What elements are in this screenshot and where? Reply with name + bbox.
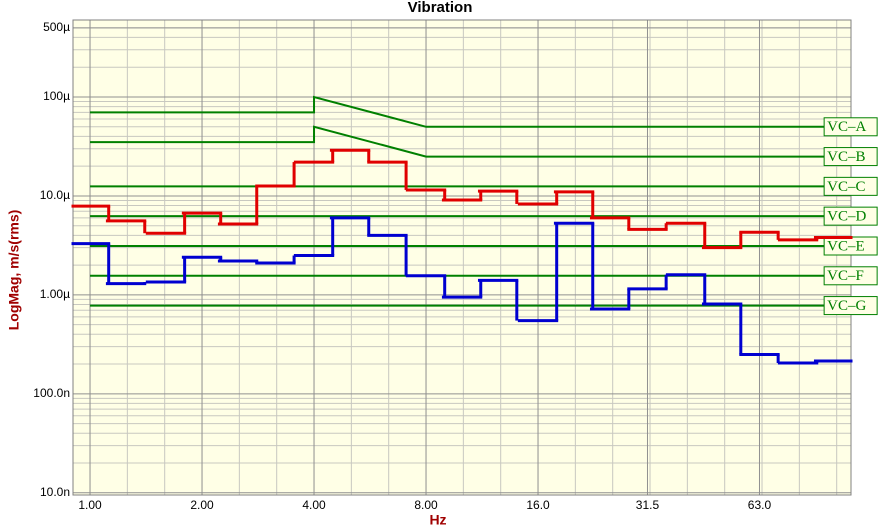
y-tick-label: 10.0µ xyxy=(40,188,70,202)
series-label: VC–B xyxy=(827,149,865,165)
series-label: VC–G xyxy=(827,298,866,314)
y-tick-label: 100µ xyxy=(43,89,70,103)
criterion-line xyxy=(90,125,825,158)
series-label: VC–A xyxy=(827,119,866,135)
y-tick-label: 10.0n xyxy=(40,485,70,499)
x-axis-label: Hz xyxy=(429,512,446,528)
x-tick-label: 4.00 xyxy=(302,498,326,512)
series-label-box xyxy=(823,176,878,196)
series-label-box xyxy=(823,266,878,286)
series-label-box xyxy=(823,206,878,226)
x-tick-label: 2.00 xyxy=(190,498,214,512)
x-tick-label: 31.5 xyxy=(636,498,660,512)
x-tick-label: 8.00 xyxy=(414,498,438,512)
x-tick-label: 16.0 xyxy=(526,498,550,512)
series-label: VC–D xyxy=(827,209,866,225)
y-tick-label: 1.00µ xyxy=(40,287,70,301)
y-axis-label: LogMag, m/s(rms) xyxy=(6,210,22,331)
x-tick-label: 1.00 xyxy=(78,498,102,512)
series-label: VC–C xyxy=(827,179,865,195)
criterion-line xyxy=(90,95,825,128)
chart-title: Vibration xyxy=(408,0,473,16)
y-tick-label: 500µ xyxy=(43,20,70,34)
series-label: VC–E xyxy=(827,238,865,254)
series-label-box xyxy=(823,117,878,137)
series-label-box xyxy=(823,296,878,316)
y-tick-label: 100.0n xyxy=(33,386,70,400)
plot-frame xyxy=(72,19,852,496)
series-label-box xyxy=(823,147,878,167)
x-tick-label: 63.0 xyxy=(748,498,772,512)
series-label: VC–F xyxy=(827,268,864,284)
